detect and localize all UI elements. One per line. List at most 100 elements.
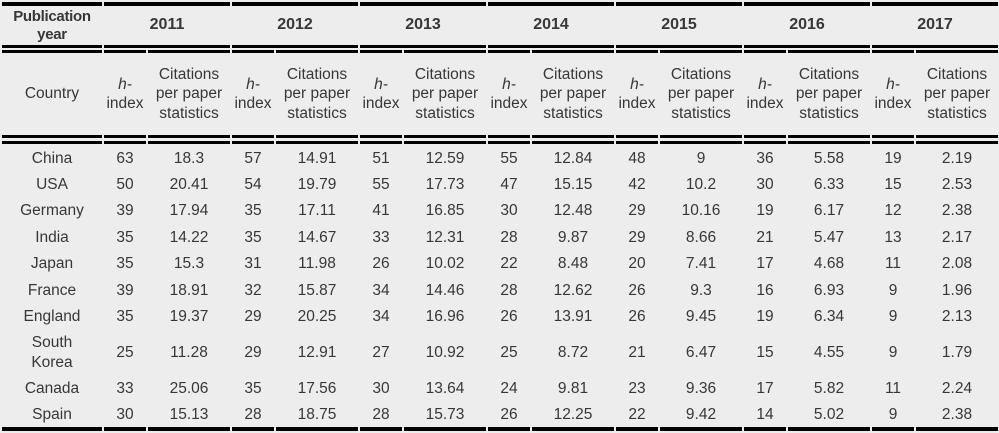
- citations-value: 6.33: [813, 176, 845, 193]
- year-header-2014: 2014: [488, 2, 614, 48]
- h-index-value: 23: [628, 380, 646, 397]
- h-index-value: 19: [884, 149, 902, 167]
- h-index-header-2012: h-index: [232, 50, 274, 145]
- citations-value: 17.73: [425, 176, 465, 193]
- h-index-value: 39: [116, 202, 134, 220]
- citations-value: 13.64: [425, 380, 465, 397]
- citations-value: 14.67: [297, 228, 337, 246]
- citations-value: 4.68: [813, 255, 845, 273]
- citations-header-2014: Citations per paper statistics: [532, 50, 614, 145]
- h-index-value: 42: [628, 176, 646, 193]
- citations-value: 5.58: [813, 149, 845, 167]
- h-index-value: 35: [244, 202, 262, 220]
- citations-value: 18.3: [173, 149, 205, 167]
- country-cell: Spain: [2, 403, 102, 432]
- h-index-header-italic: h-: [630, 75, 644, 93]
- citations-value: 10.2: [685, 176, 717, 193]
- h-index-value: 35: [116, 307, 134, 325]
- citations-value: 2.38: [941, 202, 973, 220]
- h-index-header-2013: h-index: [360, 50, 402, 145]
- h-index-value: 31: [244, 255, 262, 273]
- citations-value: 10.16: [681, 202, 721, 220]
- citations-header-2012: Citations per paper statistics: [276, 50, 358, 145]
- h-index-value: 22: [500, 255, 518, 273]
- citations-value: 9.42: [660, 403, 742, 432]
- h-index-value: 28: [500, 228, 518, 246]
- h-index-value: 25: [500, 343, 518, 361]
- h-index-value: 54: [244, 176, 262, 193]
- citations-value: 2.19: [941, 149, 973, 167]
- h-index-value: 39: [116, 281, 134, 299]
- citations-value: 2.08: [941, 255, 973, 273]
- citations-value: 18.75: [276, 403, 358, 432]
- h-index-header-2011: h-index: [104, 50, 146, 145]
- citations-value: 15.87: [297, 281, 337, 299]
- h-index-value: 35: [116, 255, 134, 273]
- citations-value: 5.02: [788, 403, 870, 432]
- citations-value: 6.34: [813, 307, 845, 325]
- citations-value: 9.87: [557, 228, 589, 246]
- citations-value: 14.46: [425, 281, 465, 299]
- citations-value: 13.91: [553, 307, 593, 325]
- h-index-value: 48: [628, 149, 646, 167]
- citations-value: 15.13: [148, 403, 230, 432]
- h-index-value: 30: [500, 202, 518, 220]
- h-index-value: 55: [372, 176, 390, 193]
- h-index-value: 24: [500, 380, 518, 397]
- h-index-value: 30: [372, 380, 390, 397]
- citations-value: 6.93: [813, 281, 845, 299]
- h-index-value: 26: [372, 255, 390, 273]
- citations-value: 9: [696, 149, 706, 167]
- citations-value: 9.36: [685, 380, 717, 397]
- citations-value: 15.73: [404, 403, 486, 432]
- h-index-value: 17: [756, 380, 774, 397]
- citations-value: 17.11: [298, 202, 336, 220]
- h-index-value: 34: [372, 281, 390, 299]
- citations-value: 8.48: [557, 255, 589, 273]
- citations-value: 15.3: [173, 255, 205, 273]
- citations-value: 7.41: [685, 255, 717, 273]
- citations-value: 2.24: [941, 380, 973, 397]
- h-index-value: 9: [872, 403, 914, 432]
- year-header-2012: 2012: [232, 2, 358, 48]
- citations-value: 9.45: [685, 307, 717, 325]
- h-index-value: 47: [500, 176, 518, 193]
- h-index-header-italic: h-: [886, 75, 900, 93]
- h-index-value: 17: [756, 255, 774, 273]
- h-index-value: 13: [884, 228, 902, 246]
- citations-value: 17.94: [169, 202, 209, 220]
- h-index-value: 12: [884, 202, 902, 220]
- h-index-value: 20: [628, 255, 646, 273]
- citations-value: 6.47: [685, 343, 717, 361]
- citations-value: 12.48: [553, 202, 593, 220]
- citations-value: 16.96: [425, 307, 465, 325]
- h-index-value: 28: [500, 281, 518, 299]
- h-index-value: 50: [116, 176, 134, 193]
- h-index-header-italic: h-: [246, 75, 260, 93]
- citations-value: 12.59: [425, 149, 465, 167]
- citations-value: 1.79: [941, 343, 973, 361]
- h-index-value: 26: [628, 307, 646, 325]
- h-index-value: 36: [756, 149, 774, 167]
- citations-value: 4.55: [813, 343, 845, 361]
- table-row-usa: USA 50 20.41 54 19.79 55 17.73 47 15.15 42 10.2 30 6…: [2, 173, 998, 197]
- year-header-2015: 2015: [616, 2, 742, 48]
- citations-value: 10.02: [425, 255, 465, 273]
- year-header-row: Publication year 2011 2012 2013 2014 2015 201…: [2, 2, 998, 48]
- h-index-value: 34: [372, 307, 390, 325]
- h-index-header-italic: h-: [374, 75, 388, 93]
- table-row-india: India 35 14.22 35 14.67 33 12.31 28 9.87 29 8.66 21…: [2, 225, 998, 249]
- citations-header-2011: Citations per paper statistics: [148, 50, 230, 145]
- subheader-row: Country h-index Citations per paper stati…: [2, 50, 998, 145]
- h-index-value: 19: [756, 307, 774, 325]
- year-header-2017: 2017: [872, 2, 998, 48]
- h-index-value: 21: [628, 343, 646, 361]
- citations-value: 10.92: [425, 343, 465, 361]
- h-index-value: 30: [104, 403, 146, 432]
- citations-value: 8.66: [685, 228, 717, 246]
- h-index-value: 9: [888, 307, 898, 325]
- h-index-header-italic: h-: [118, 75, 132, 93]
- citations-value: 12.31: [425, 228, 465, 246]
- publication-year-header: Publication year: [2, 2, 102, 48]
- h-index-header-italic: h-: [502, 75, 516, 93]
